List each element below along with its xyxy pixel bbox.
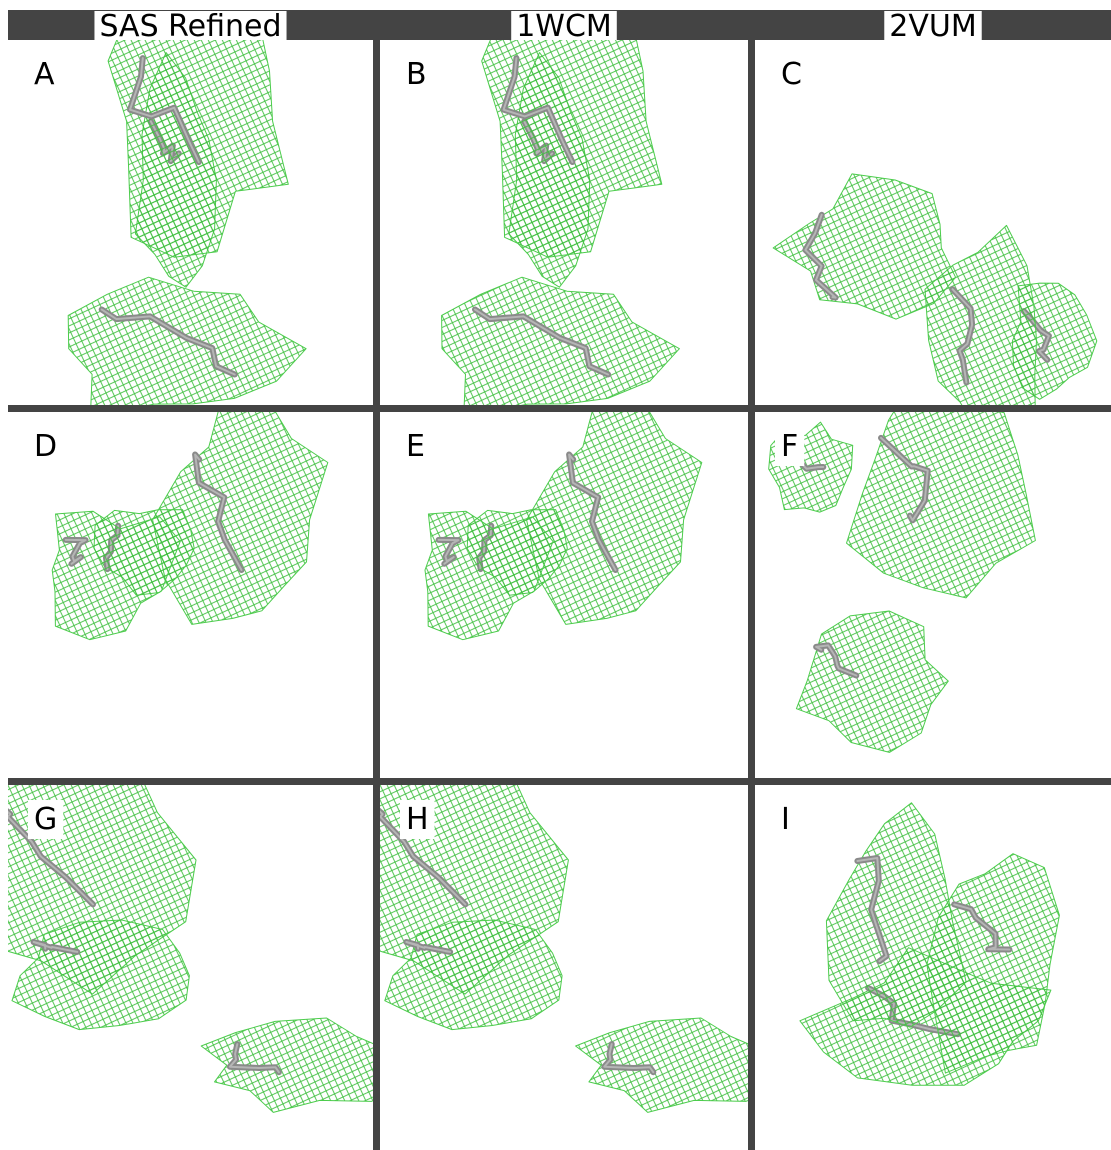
column-header: 2VUM bbox=[889, 9, 976, 44]
panel-label: B bbox=[406, 57, 427, 92]
page: SAS Refined1WCM2VUMABCDEFGHI (() => { co… bbox=[0, 0, 1111, 1150]
panel-label: D bbox=[34, 429, 57, 464]
panel-label: E bbox=[406, 429, 425, 464]
panel-label: A bbox=[34, 57, 55, 92]
panel-label: F bbox=[781, 429, 798, 464]
figure: SAS Refined 1WCM 2VUM A B C D E F G H I bbox=[0, 0, 1111, 1150]
panel-label: I bbox=[781, 802, 790, 837]
panel-label: C bbox=[781, 57, 802, 92]
column-header: 1WCM bbox=[516, 9, 612, 44]
column-header: SAS Refined bbox=[99, 9, 281, 44]
panel-label: G bbox=[34, 802, 57, 837]
panel-label: H bbox=[406, 802, 429, 837]
